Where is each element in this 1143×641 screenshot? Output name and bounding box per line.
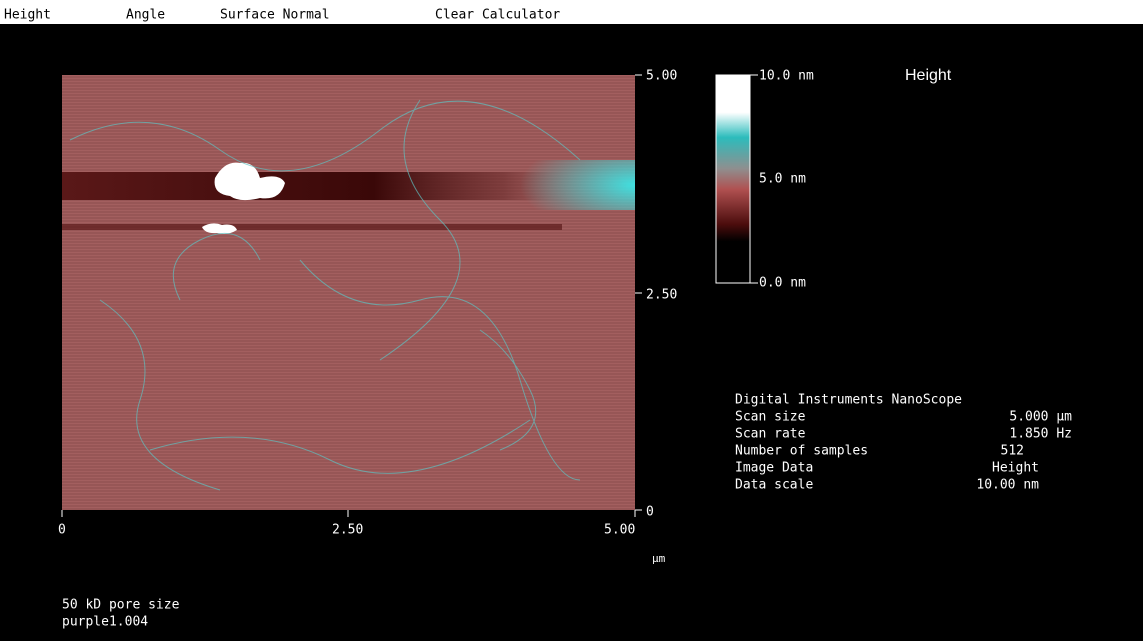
info-value: 5.000 µm [1009,410,1072,425]
color-scale: 10.0 nm 5.0 nm 0.0 nm Height [716,67,952,290]
info-label: Scan size [735,410,806,425]
info-panel: Digital Instruments NanoScope Scan size … [735,393,1072,493]
cyan-region [520,160,635,210]
menu-item[interactable]: Surface Normal [220,8,330,23]
scale-label: 10.0 nm [759,69,814,84]
footer: 50 kD pore size purple1.004 [62,598,180,630]
info-header: Digital Instruments NanoScope [735,393,962,408]
menu-background [0,0,1143,24]
afm-image [62,75,635,510]
unit-label: µm [652,552,666,565]
screen: Height Angle Surface Normal Clear Calcul… [0,0,1143,641]
menu-item[interactable]: Height [4,8,51,23]
footer-line: 50 kD pore size [62,598,180,613]
x-axis: 0 2.50 5.00 µm [58,510,666,565]
info-label: Image Data [735,461,813,476]
scale-title: Height [905,67,952,84]
tick-label: 5.00 [604,523,635,538]
tick-label: 0 [646,505,654,520]
scale-label: 5.0 nm [759,172,806,187]
scan-lines [62,75,635,510]
dark-line [62,224,562,230]
color-bar [716,75,750,283]
info-label: Scan rate [735,427,806,442]
scale-label: 0.0 nm [759,276,806,291]
tick-label: 2.50 [646,288,677,303]
info-value: Height [992,461,1039,476]
menu-item[interactable]: Clear Calculator [435,8,560,23]
menu-item[interactable]: Angle [126,8,165,23]
tick-label: 0 [58,523,66,538]
tick-label: 2.50 [332,523,363,538]
dark-band [62,172,582,200]
info-value: 512 [1001,444,1024,459]
info-label: Data scale [735,478,813,493]
tick-label: 5.00 [646,69,677,84]
y-axis: 5.00 2.50 0 [635,69,677,520]
info-value: 10.00 nm [976,478,1039,493]
info-label: Number of samples [735,444,868,459]
menu-bar: Height Angle Surface Normal Clear Calcul… [0,0,1143,24]
footer-line: purple1.004 [62,615,148,630]
info-value: 1.850 Hz [1009,427,1072,442]
